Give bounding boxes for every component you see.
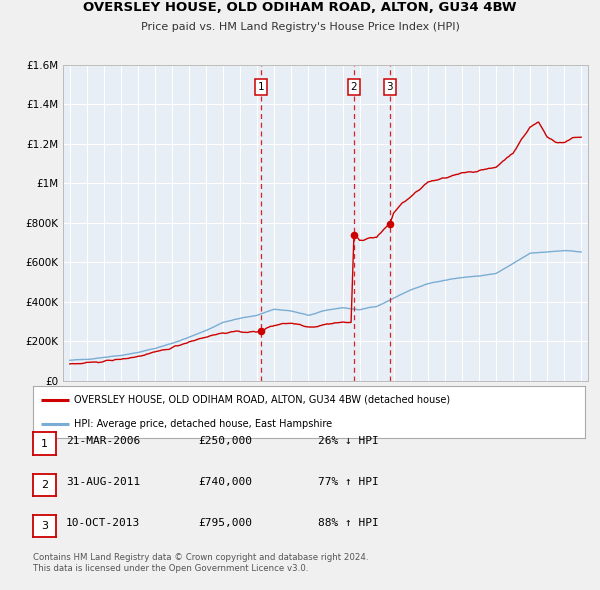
Text: 1: 1	[258, 81, 265, 91]
Text: 21-MAR-2006: 21-MAR-2006	[66, 436, 140, 445]
Text: HPI: Average price, detached house, East Hampshire: HPI: Average price, detached house, East…	[74, 419, 332, 429]
Text: £740,000: £740,000	[198, 477, 252, 487]
Text: £250,000: £250,000	[198, 436, 252, 445]
Text: 88% ↑ HPI: 88% ↑ HPI	[318, 519, 379, 528]
Text: 3: 3	[386, 81, 393, 91]
Text: 3: 3	[41, 522, 48, 531]
Text: OVERSLEY HOUSE, OLD ODIHAM ROAD, ALTON, GU34 4BW: OVERSLEY HOUSE, OLD ODIHAM ROAD, ALTON, …	[83, 1, 517, 14]
Text: 31-AUG-2011: 31-AUG-2011	[66, 477, 140, 487]
Text: 2: 2	[350, 81, 357, 91]
Text: Contains HM Land Registry data © Crown copyright and database right 2024.: Contains HM Land Registry data © Crown c…	[33, 553, 368, 562]
Text: 10-OCT-2013: 10-OCT-2013	[66, 519, 140, 528]
Text: £795,000: £795,000	[198, 519, 252, 528]
Text: 2: 2	[41, 480, 48, 490]
Text: 26% ↓ HPI: 26% ↓ HPI	[318, 436, 379, 445]
Text: OVERSLEY HOUSE, OLD ODIHAM ROAD, ALTON, GU34 4BW (detached house): OVERSLEY HOUSE, OLD ODIHAM ROAD, ALTON, …	[74, 395, 451, 405]
Text: 1: 1	[41, 439, 48, 448]
Text: This data is licensed under the Open Government Licence v3.0.: This data is licensed under the Open Gov…	[33, 565, 308, 573]
Text: Price paid vs. HM Land Registry's House Price Index (HPI): Price paid vs. HM Land Registry's House …	[140, 22, 460, 32]
Text: 77% ↑ HPI: 77% ↑ HPI	[318, 477, 379, 487]
